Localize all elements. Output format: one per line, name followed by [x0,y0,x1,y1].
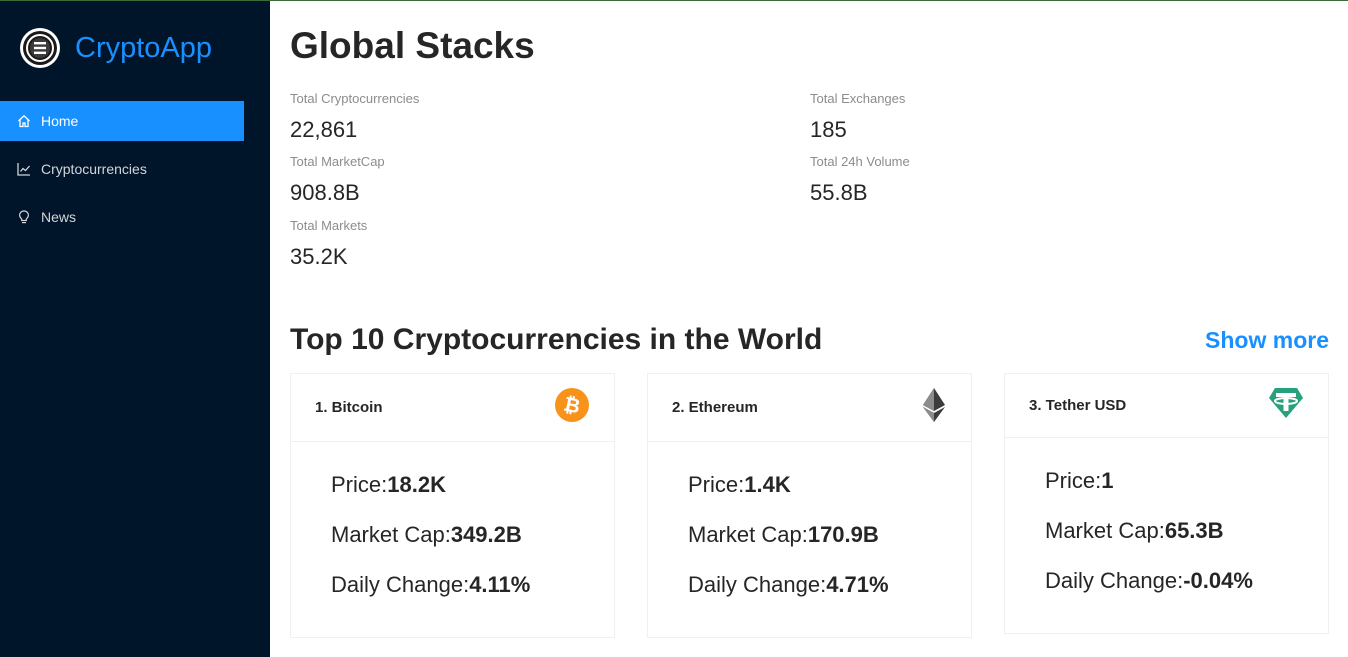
logo[interactable]: CryptoApp [20,28,212,68]
app-logo-icon [20,28,60,68]
sidebar-item-label: Home [41,113,79,129]
bitcoin-icon: ₿ [554,387,590,428]
stat-total-marketcap: Total MarketCap 908.8B [290,153,690,207]
card-body: Price:1 Market Cap:65.3B Daily Change:-0… [1005,438,1328,596]
card-daily-change: Daily Change:4.11% [331,572,531,597]
crypto-card-ethereum[interactable]: 2. Ethereum Price:1.4K Market Cap:170.9B… [647,373,972,638]
tether-icon [1268,387,1304,424]
price-value: 1.4K [744,472,791,497]
stat-label: Total Cryptocurrencies [290,91,420,106]
stat-value: 35.2K [290,244,348,269]
card-title: 2. Ethereum [672,399,758,416]
card-header: 3. Tether USD [1005,374,1328,438]
daily-change-value: -0.04% [1183,568,1253,593]
card-body: Price:1.4K Market Cap:170.9B Daily Chang… [648,442,971,600]
card-market-cap: Market Cap:170.9B [688,522,879,547]
stat-value: 185 [810,117,847,142]
sidebar: CryptoApp Home Cryptocurrencies [0,0,270,657]
stat-label: Total Exchanges [810,91,906,106]
crypto-card-bitcoin[interactable]: 1. Bitcoin ₿ Price:18.2K Market Cap:349.… [290,373,615,638]
sidebar-item-home[interactable]: Home [0,101,244,141]
line-chart-icon [16,161,32,177]
stat-total-exchanges: Total Exchanges 185 [810,90,1210,144]
home-icon [16,113,32,129]
sidebar-item-cryptocurrencies[interactable]: Cryptocurrencies [0,149,270,189]
daily-change-value: 4.71% [826,572,889,597]
card-body: Price:18.2K Market Cap:349.2B Daily Chan… [291,442,614,600]
card-title: 1. Bitcoin [315,399,383,416]
card-header: 1. Bitcoin ₿ [291,374,614,442]
card-title: 3. Tether USD [1029,397,1127,414]
stat-label: Total MarketCap [290,154,385,169]
svg-text:₿: ₿ [562,392,583,419]
card-price: Price:18.2K [331,472,446,497]
card-market-cap: Market Cap:65.3B [1045,518,1224,543]
page-title: Global Stacks [290,25,535,66]
card-daily-change: Daily Change:-0.04% [1045,568,1253,593]
card-daily-change: Daily Change:4.71% [688,572,889,597]
card-header: 2. Ethereum [648,374,971,442]
card-market-cap: Market Cap:349.2B [331,522,522,547]
stat-total-24h-volume: Total 24h Volume 55.8B [810,153,1210,207]
stat-value: 55.8B [810,180,868,205]
market-cap-value: 349.2B [450,522,522,547]
window-top-border [0,0,1348,1]
stat-label: Total Markets [290,218,368,233]
card-price: Price:1.4K [688,472,791,497]
section-title: Top 10 Cryptocurrencies in the World [290,323,823,356]
sidebar-item-label: News [41,209,77,225]
stat-label: Total 24h Volume [810,154,910,169]
show-more-link[interactable]: Show more [1205,327,1329,353]
sidebar-item-news[interactable]: News [0,197,270,237]
market-cap-value: 170.9B [807,522,879,547]
ethereum-icon [921,387,947,428]
stat-value: 908.8B [290,180,360,205]
price-value: 1 [1101,468,1114,493]
sidebar-menu: Home Cryptocurrencies News [0,101,270,245]
app-title[interactable]: CryptoApp [75,32,213,64]
daily-change-value: 4.11% [469,572,531,597]
card-price: Price:1 [1045,468,1114,493]
stat-value: 22,861 [290,117,358,142]
price-value: 18.2K [387,472,446,497]
stat-total-markets: Total Markets 35.2K [290,217,690,271]
market-cap-value: 65.3B [1164,518,1224,543]
sidebar-item-label: Cryptocurrencies [41,161,147,177]
bulb-icon [16,209,32,225]
crypto-card-tether-usd[interactable]: 3. Tether USD Price:1 Market Cap:65.3B D… [1004,373,1329,634]
stat-total-cryptocurrencies: Total Cryptocurrencies 22,861 [290,90,690,144]
